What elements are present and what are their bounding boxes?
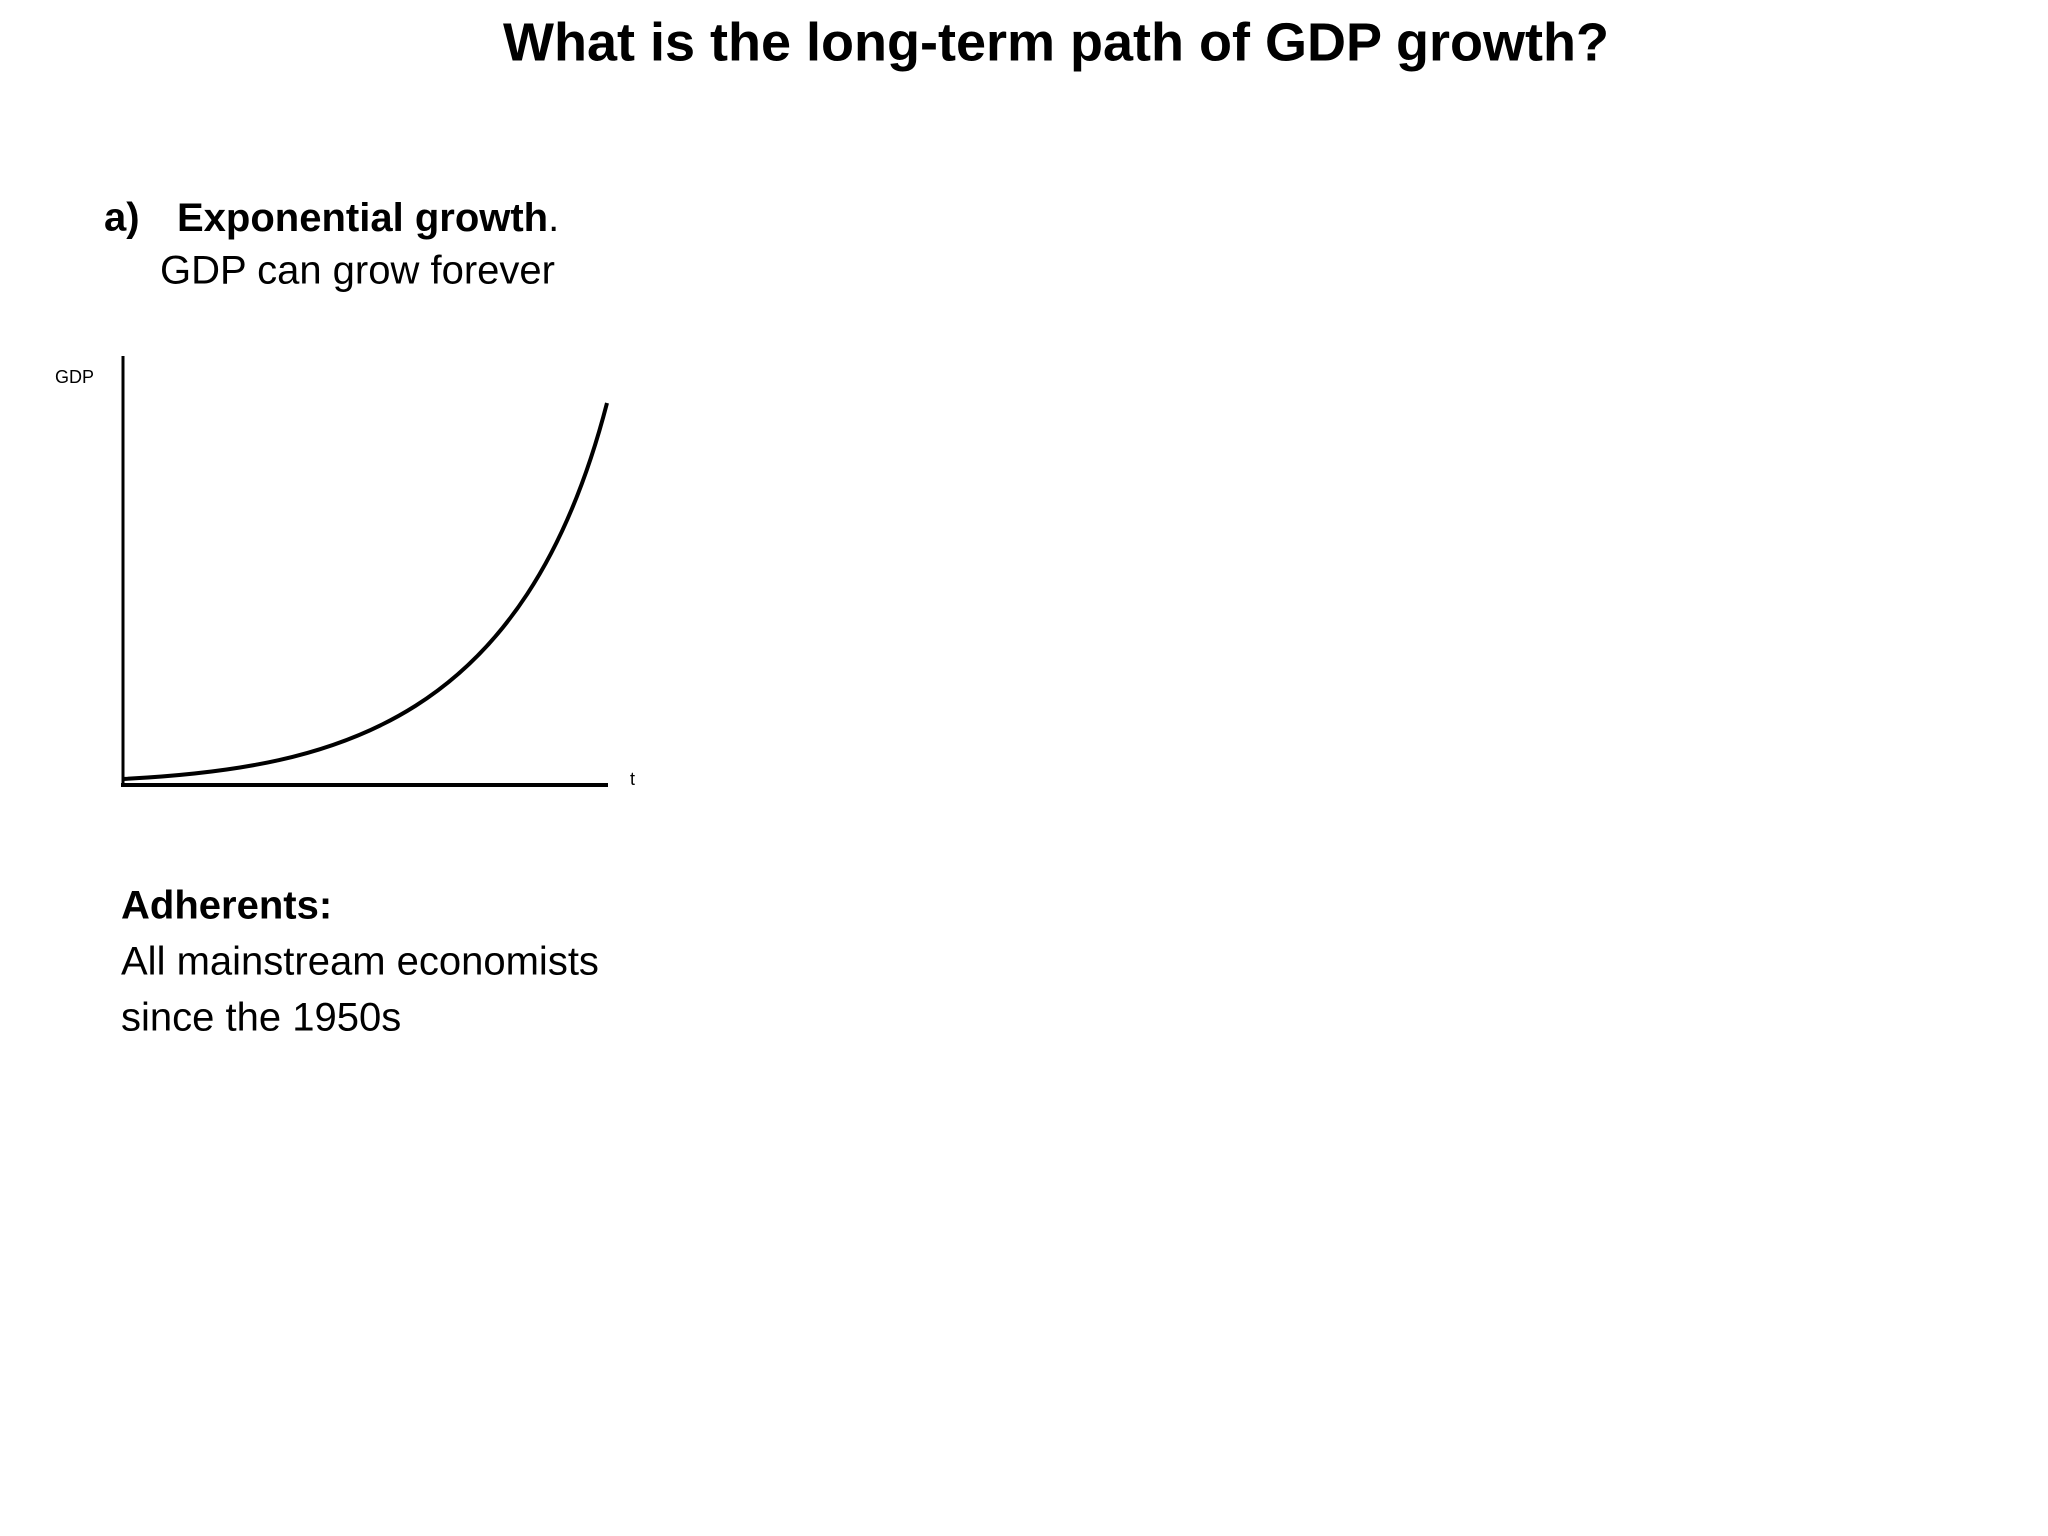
adherents-heading: Adherents:: [121, 884, 332, 928]
section-heading-line: Exponential growth.: [177, 196, 559, 240]
section-subtitle: GDP can grow forever: [160, 249, 555, 293]
growth-diagram: GDP t: [55, 356, 635, 789]
x-axis-label: t: [630, 769, 635, 789]
list-marker: a): [104, 196, 140, 240]
y-axis-label: GDP: [55, 367, 94, 387]
adherents-line: All mainstream economists: [121, 940, 599, 984]
slide-title: What is the long-term path of GDP growth…: [503, 12, 1609, 72]
exponential-curve: [122, 402, 609, 781]
section-heading-end: .: [548, 196, 559, 240]
section-heading: Exponential growth: [177, 196, 548, 240]
adherents-line: since the 1950s: [121, 996, 401, 1040]
